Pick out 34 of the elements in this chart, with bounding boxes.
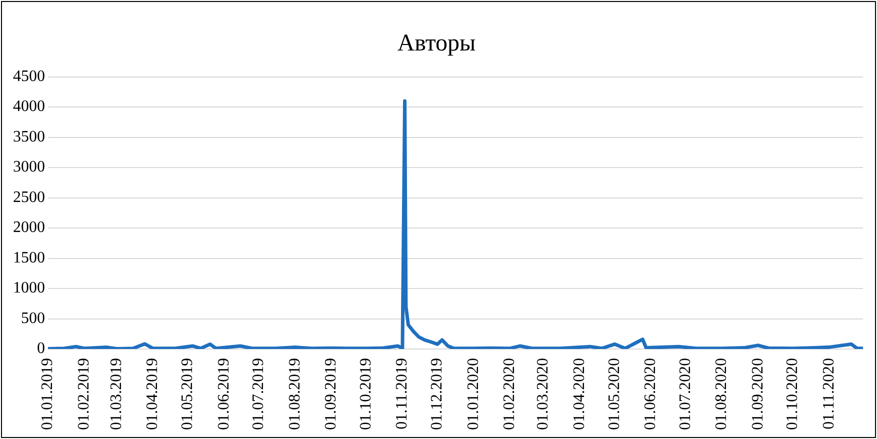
y-tick-label: 0: [37, 340, 45, 358]
x-tick-label: 01.02.2020: [500, 358, 518, 430]
x-tick-label: 01.10.2019: [358, 358, 375, 430]
y-tick-label: 2000: [13, 219, 45, 236]
x-tick-label: 01.01.2020: [464, 358, 482, 430]
y-tick-label: 3000: [13, 158, 45, 176]
x-tick-label: 01.03.2019: [108, 358, 125, 430]
y-tick-label: 500: [21, 310, 45, 327]
y-tick-label: 3500: [13, 128, 45, 146]
x-tick-label: 01.11.2019: [394, 358, 411, 430]
x-tick-label: 01.06.2019: [215, 358, 232, 430]
x-tick-label: 01.09.2020: [749, 358, 766, 430]
x-tick-label: 01.07.2019: [250, 358, 268, 430]
x-tick-label: 01.04.2019: [144, 358, 162, 430]
x-tick-label: 01.02.2019: [75, 358, 92, 430]
x-tick-label: 01.04.2020: [570, 358, 588, 430]
chart-title: Авторы: [397, 30, 476, 57]
y-tick-label: 1500: [13, 249, 45, 266]
x-tick-label: 01.06.2020: [642, 358, 659, 430]
y-tick-label: 2500: [13, 188, 45, 206]
x-tick-label: 01.08.2019: [286, 358, 304, 430]
x-tick-label: 01.09.2019: [322, 358, 340, 430]
x-tick-label: 01.03.2020: [534, 358, 552, 430]
y-tick-label: 4000: [13, 98, 45, 116]
x-tick-label: 01.12.2019: [428, 358, 446, 430]
x-tick-label: 01.07.2020: [676, 358, 694, 430]
y-tick-label: 1000: [13, 280, 45, 297]
x-tick-label: 01.05.2020: [606, 358, 623, 430]
x-tick-label: 01.10.2020: [784, 358, 802, 430]
x-tick-label: 01.05.2019: [179, 358, 196, 430]
x-tick-label: 01.08.2020: [713, 358, 730, 430]
x-tick-label: 01.11.2020: [820, 358, 838, 430]
y-tick-label: 4500: [13, 68, 45, 86]
x-tick-label: 01.01.2019: [39, 358, 56, 430]
